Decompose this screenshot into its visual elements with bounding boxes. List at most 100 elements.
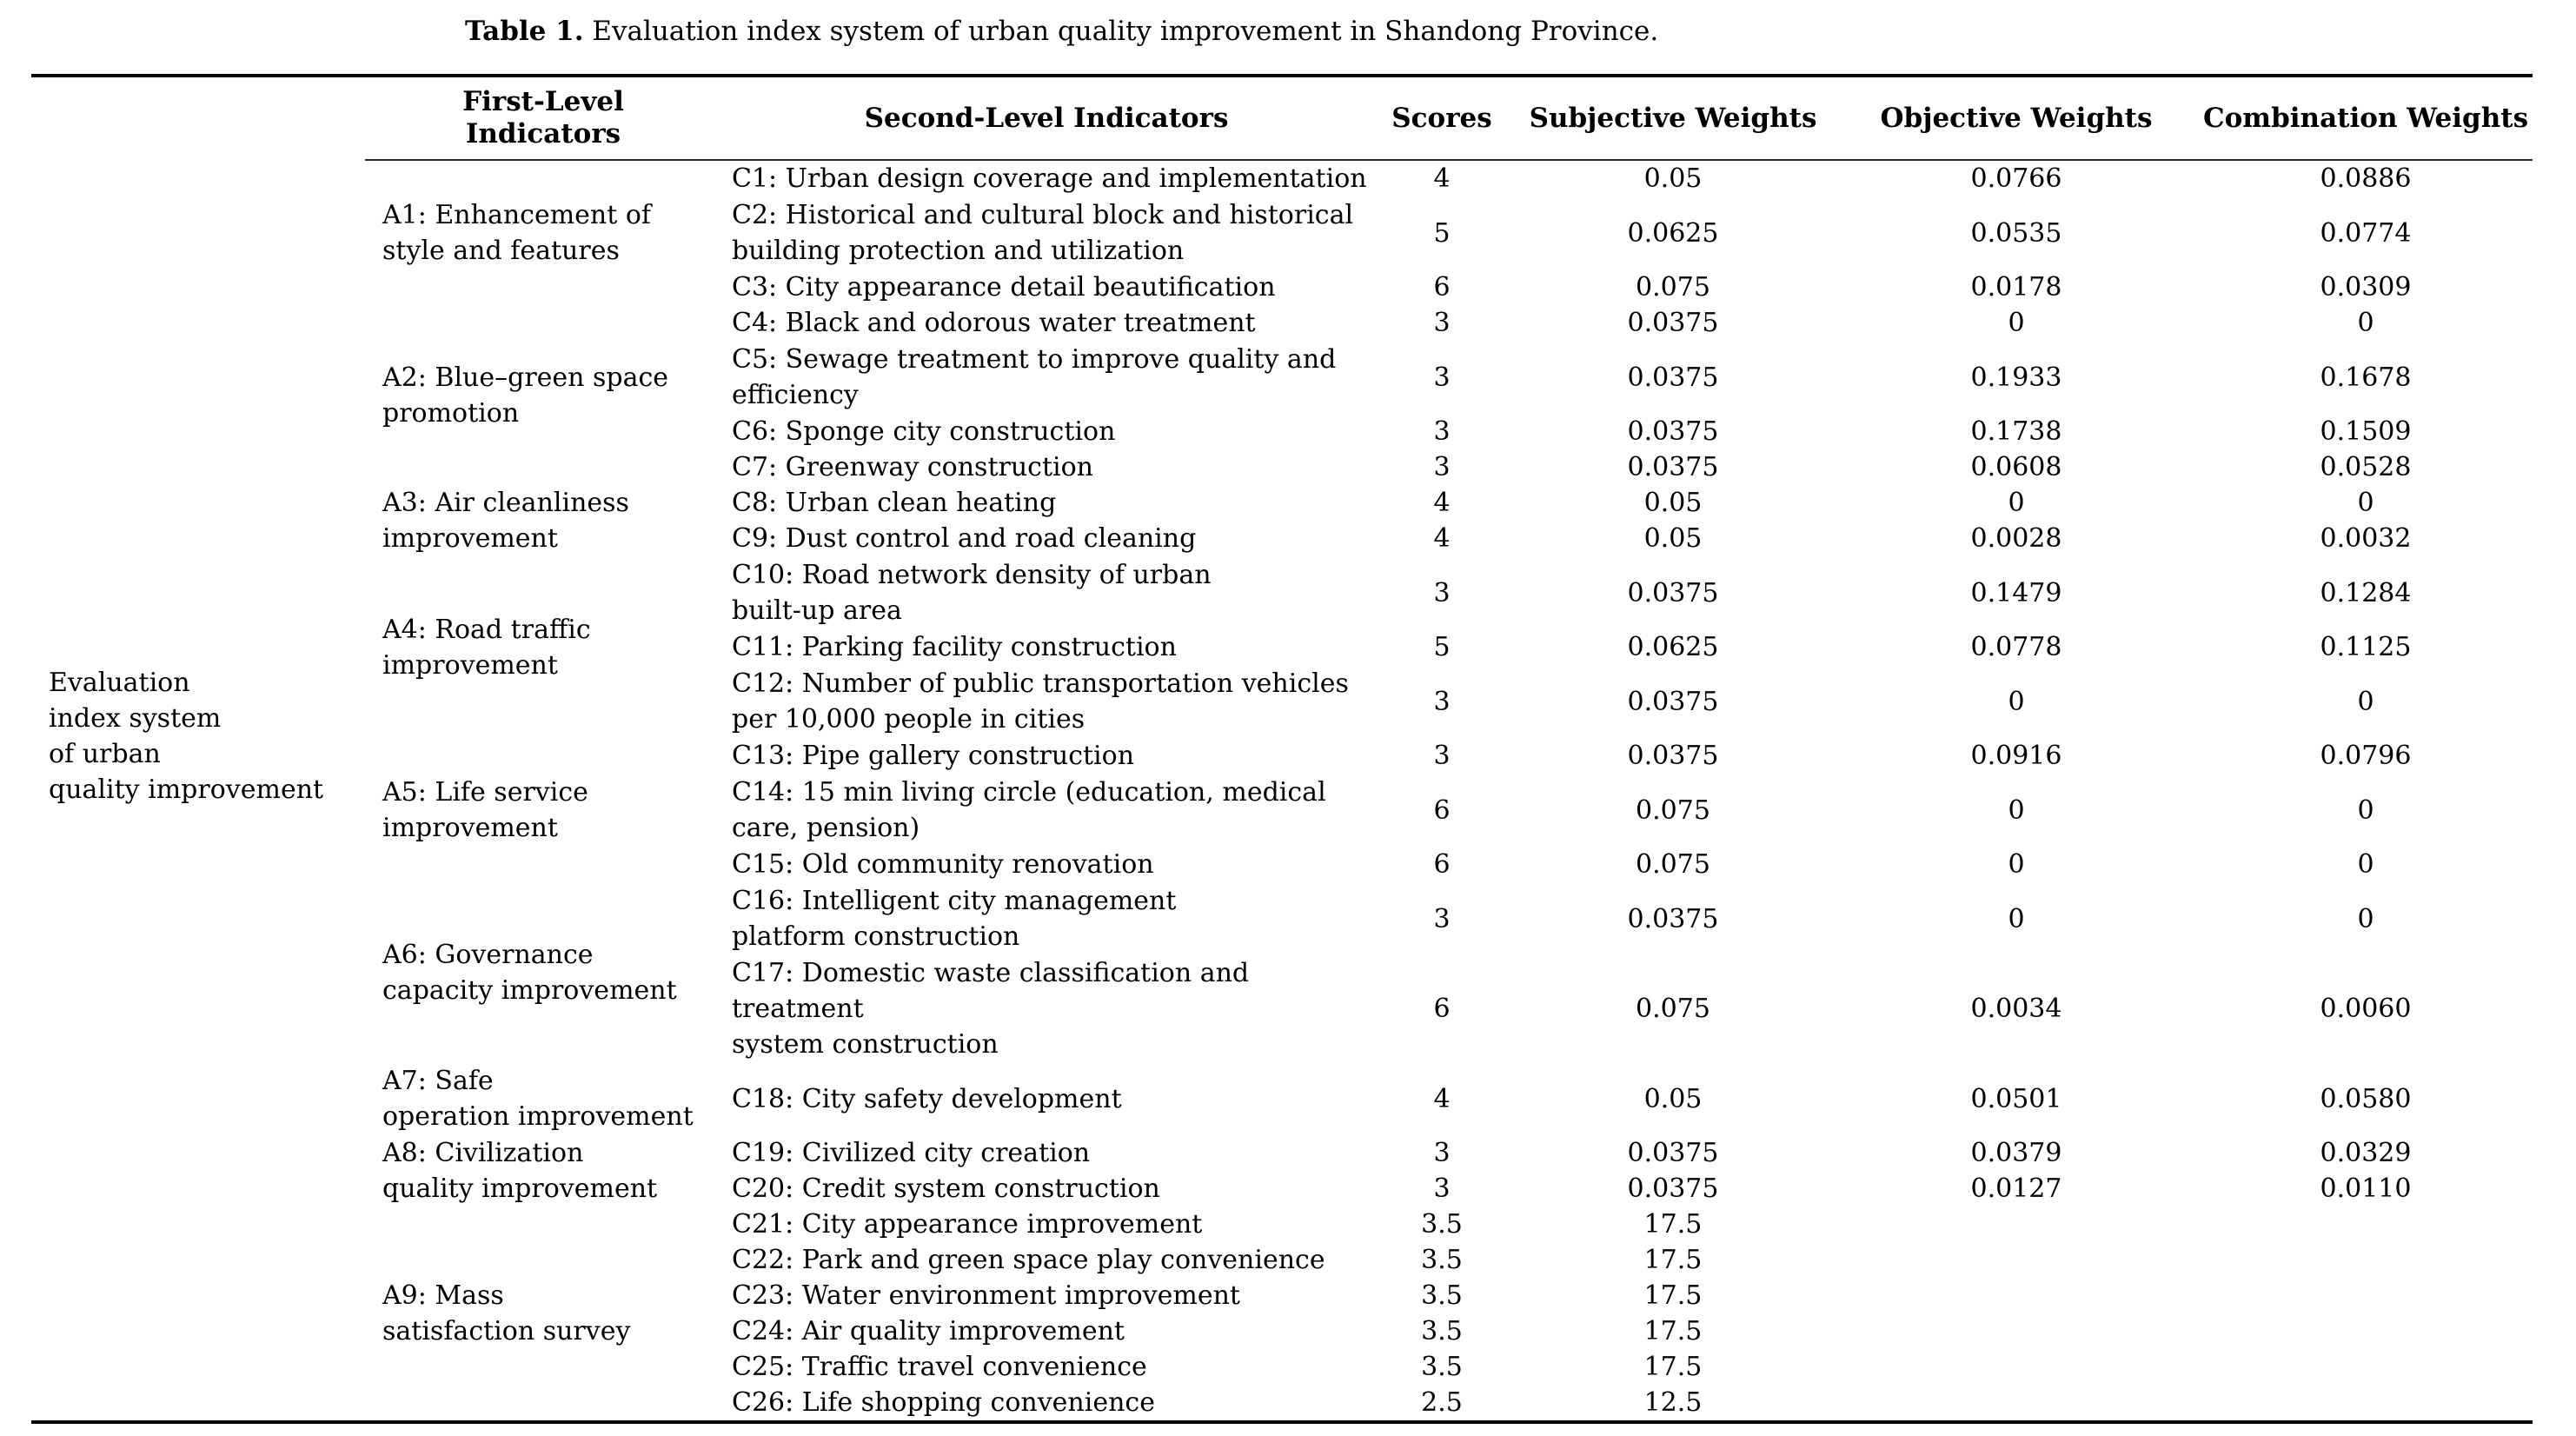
cell-second-level-indicator: C20: Credit system construction [732, 1173, 1160, 1204]
cell-score: 3.5 [1421, 1316, 1463, 1346]
cell-subjective-weight: 0.075 [1636, 272, 1710, 302]
cell-objective-weight: 0.0608 [1970, 452, 2062, 482]
cell-combination-weight: 0.0060 [2320, 994, 2412, 1024]
table-row: C15: Old community renovation 6 0.075 0 … [31, 847, 2533, 882]
col-header-scores: Scores [1371, 76, 1512, 161]
cell-combination-weight: 0 [2357, 488, 2374, 518]
cell-second-level-indicator: C17: Domestic waste classification and t… [732, 958, 1250, 1060]
first-level-indicator-cell: A9: Mass satisfaction survey [382, 1280, 631, 1346]
evaluation-index-table: First-Level Indicators Second-Level Indi… [31, 74, 2533, 1424]
cell-combination-weight: 0.0528 [2320, 452, 2412, 482]
cell-subjective-weight: 0.0375 [1627, 577, 1719, 608]
cell-subjective-weight: 17.5 [1643, 1280, 1703, 1311]
first-level-indicator-cell: A6: Governance capacity improvement [382, 939, 677, 1006]
cell-score: 5 [1433, 632, 1451, 662]
cell-second-level-indicator: C21: City appearance improvement [732, 1209, 1203, 1240]
col-header-second-level: Second-Level Indicators [721, 76, 1371, 161]
cell-subjective-weight: 0.0375 [1627, 741, 1719, 771]
cell-subjective-weight: 0.0375 [1627, 416, 1719, 447]
table-body: Evaluation index system of urban quality… [31, 160, 2533, 1422]
table-row: Evaluation index system of urban quality… [31, 160, 2533, 805]
cell-combination-weight: 0.1509 [2320, 416, 2412, 447]
cell-subjective-weight: 0.0375 [1627, 452, 1719, 482]
cell-combination-weight: 0 [2357, 849, 2374, 880]
cell-score: 5 [1433, 217, 1451, 249]
table-row: A6: Governance capacity improvement C16:… [31, 882, 2533, 1006]
cell-second-level-indicator: C23: Water environment improvement [732, 1280, 1240, 1311]
cell-combination-weight: 0 [2357, 308, 2374, 338]
cell-objective-weight: 0.0766 [1970, 163, 2062, 194]
cell-objective-weight [1834, 1207, 2199, 1242]
first-level-indicator-cell: A7: Safe operation improvement [382, 1066, 694, 1132]
cell-subjective-weight: 17.5 [1643, 1352, 1703, 1382]
cell-combination-weight: 0 [2357, 794, 2374, 826]
cell-combination-weight: 0.0309 [2320, 272, 2412, 302]
table-caption-label: Table 1. [465, 16, 584, 47]
cell-score: 3.5 [1421, 1352, 1463, 1382]
cell-objective-weight: 0.0501 [1970, 1083, 2062, 1114]
cell-combination-weight [2199, 1385, 2533, 1422]
cell-second-level-indicator: C6: Sponge city construction [732, 416, 1116, 447]
cell-subjective-weight: 0.05 [1643, 523, 1703, 554]
table-row: C24: Air quality improvement 3.5 17.5 [31, 1313, 2533, 1349]
table-row: C17: Domestic waste classification and t… [31, 955, 2533, 1062]
cell-combination-weight [2199, 1207, 2533, 1242]
cell-subjective-weight: 0.05 [1643, 163, 1703, 194]
table-caption: Table 1. Evaluation index system of urba… [465, 14, 1658, 49]
cell-combination-weight [2199, 1278, 2533, 1313]
cell-score: 3 [1433, 1173, 1451, 1204]
first-level-indicator-cell: A3: Air cleanliness improvement [382, 488, 629, 554]
cell-score: 3.5 [1421, 1209, 1463, 1240]
table-row: C2: Historical and cultural block and hi… [31, 196, 2533, 269]
cell-subjective-weight: 0.05 [1643, 488, 1703, 518]
table-row: A5: Life service improvement C13: Pipe g… [31, 738, 2533, 843]
cell-objective-weight: 0.1479 [1970, 577, 2062, 608]
cell-combination-weight: 0.0329 [2320, 1138, 2412, 1168]
table-row: C25: Traffic travel convenience 3.5 17.5 [31, 1349, 2533, 1385]
table-row: C20: Credit system construction 3 0.0375… [31, 1171, 2533, 1207]
table-row: C7: Greenway construction 3 0.0375 0.060… [31, 449, 2533, 485]
col-header-subjective-weights: Subjective Weights [1512, 76, 1834, 161]
cell-combination-weight: 0 [2357, 903, 2374, 934]
table-caption-text: Evaluation index system of urban quality… [583, 16, 1659, 47]
cell-combination-weight: 0.0110 [2320, 1173, 2412, 1204]
row-header-cell: Evaluation index system of urban quality… [31, 160, 365, 1422]
cell-combination-weight: 0.1125 [2320, 632, 2412, 662]
cell-combination-weight [2199, 1242, 2533, 1278]
cell-combination-weight: 0.0032 [2320, 523, 2412, 554]
first-level-indicator-cell: A8: Civilization quality improvement [382, 1138, 658, 1204]
row-header-text: Evaluation index system of urban quality… [49, 668, 324, 805]
cell-objective-weight: 0.0778 [1970, 632, 2062, 662]
cell-score: 3 [1433, 686, 1451, 717]
cell-combination-weight: 0.0796 [2320, 741, 2412, 771]
cell-second-level-indicator: C13: Pipe gallery construction [732, 741, 1135, 771]
cell-second-level-indicator: C22: Park and green space play convenien… [732, 1245, 1325, 1275]
col-header-first-level: First-Level Indicators [365, 76, 721, 161]
cell-score: 6 [1433, 272, 1451, 302]
cell-score: 3 [1433, 452, 1451, 482]
first-level-indicator-cell: A4: Road traffic improvement [382, 614, 591, 681]
cell-subjective-weight: 0.075 [1636, 994, 1710, 1024]
table-row: C23: Water environment improvement 3.5 1… [31, 1278, 2533, 1313]
cell-second-level-indicator: C26: Life shopping convenience [732, 1387, 1155, 1418]
table-row: C9: Dust control and road cleaning 4 0.0… [31, 521, 2533, 556]
cell-subjective-weight: 0.0625 [1627, 632, 1719, 662]
cell-subjective-weight: 0.075 [1636, 794, 1710, 826]
cell-second-level-indicator: C19: Civilized city creation [732, 1138, 1091, 1168]
cell-score: 3.5 [1421, 1280, 1463, 1311]
table-row: C11: Parking facility construction 5 0.0… [31, 629, 2533, 665]
cell-score: 3 [1433, 308, 1451, 338]
table-row: A7: Safe operation improvement C18: City… [31, 1062, 2533, 1135]
cell-objective-weight [1834, 1278, 2199, 1313]
table-row: C26: Life shopping convenience 2.5 12.5 [31, 1385, 2533, 1422]
first-level-indicator-cell: A2: Blue–green space promotion [382, 362, 669, 429]
cell-combination-weight [2199, 1349, 2533, 1385]
col-header-objective-weights: Objective Weights [1834, 76, 2199, 161]
cell-second-level-indicator: C8: Urban clean heating [732, 488, 1057, 518]
cell-objective-weight: 0 [2008, 903, 2025, 934]
cell-score: 4 [1433, 163, 1451, 194]
cell-combination-weight: 0.0886 [2320, 163, 2412, 194]
cell-subjective-weight: 0.0375 [1627, 1138, 1719, 1168]
cell-score: 6 [1433, 794, 1451, 826]
table-row: C22: Park and green space play convenien… [31, 1242, 2533, 1278]
